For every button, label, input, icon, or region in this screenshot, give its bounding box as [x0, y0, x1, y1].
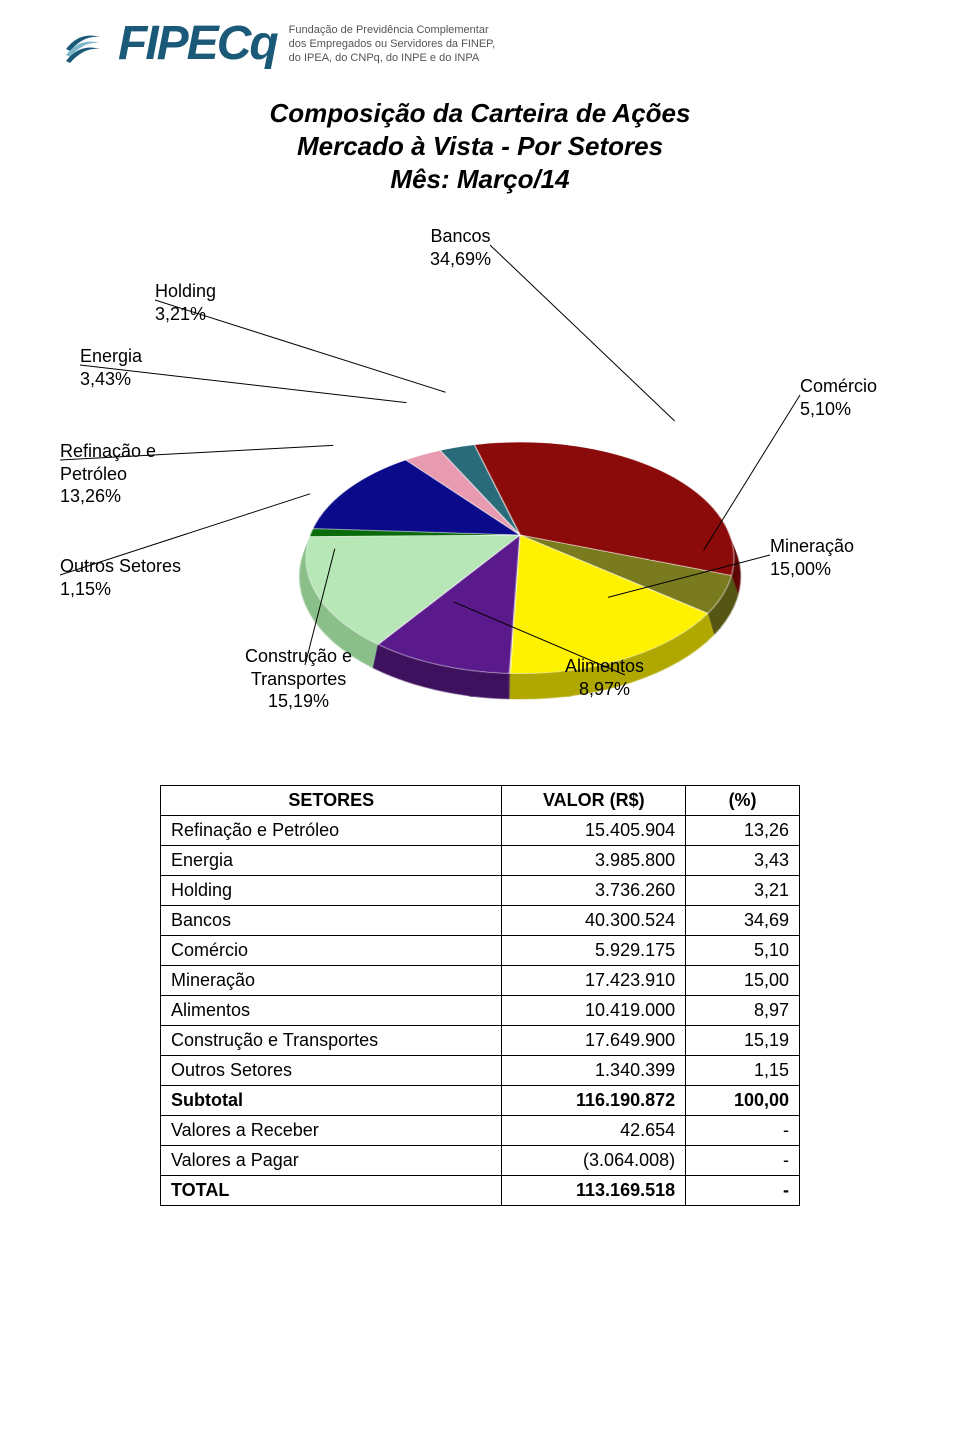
table-row-total: TOTAL113.169.518- [161, 1176, 800, 1206]
title-line-3: Mês: Março/14 [60, 164, 900, 195]
table-row: Bancos40.300.52434,69 [161, 906, 800, 936]
title-line-1: Composição da Carteira de Ações [60, 98, 900, 129]
col-header-valor: VALOR (R$) [502, 786, 686, 816]
pie-label-com-rcio: Comércio5,10% [800, 375, 877, 420]
table-row: Alimentos10.419.0008,97 [161, 996, 800, 1026]
title-block: Composição da Carteira de Ações Mercado … [60, 98, 900, 195]
table-row: Holding3.736.2603,21 [161, 876, 800, 906]
pie-label-constru-o-e-transportes: Construção eTransportes15,19% [245, 645, 352, 713]
table-row-subtotal: Subtotal116.190.872100,00 [161, 1086, 800, 1116]
logo-mark [60, 21, 106, 67]
document-page: FIPECq Fundação de Previdência Complemen… [0, 0, 960, 1246]
pie-label-holding: Holding3,21% [155, 280, 216, 325]
table-row: Outros Setores1.340.3991,15 [161, 1056, 800, 1086]
table-row: Energia3.985.8003,43 [161, 846, 800, 876]
logo-sub-line2: dos Empregados ou Servidores da FINEP, [289, 38, 495, 50]
table-row: Valores a Receber42.654- [161, 1116, 800, 1146]
logo-subtitle: Fundação de Previdência Complementar dos… [289, 23, 495, 66]
pie-chart: Bancos34,69% Comércio5,10% Mineração15,00%… [60, 225, 900, 745]
col-header-setores: SETORES [161, 786, 502, 816]
table-row: Mineração17.423.91015,00 [161, 966, 800, 996]
table-row: Construção e Transportes17.649.90015,19 [161, 1026, 800, 1056]
header-logo-row: FIPECq Fundação de Previdência Complemen… [60, 20, 900, 68]
col-header-pct: (%) [686, 786, 800, 816]
table-row: Refinação e Petróleo15.405.90413,26 [161, 816, 800, 846]
title-line-2: Mercado à Vista - Por Setores [60, 131, 900, 162]
pie-label-alimentos: Alimentos8,97% [565, 655, 644, 700]
sector-table: SETORES VALOR (R$) (%) Refinação e Petró… [160, 785, 800, 1206]
pie-label-outros-setores: Outros Setores1,15% [60, 555, 181, 600]
pie-3d-wrap [310, 325, 730, 745]
table-row: Valores a Pagar(3.064.008)- [161, 1146, 800, 1176]
pie-label-refina-o-e-petr-leo: Refinação ePetróleo13,26% [60, 440, 156, 508]
table-header-row: SETORES VALOR (R$) (%) [161, 786, 800, 816]
logo-wordmark: FIPECq [118, 20, 277, 68]
logo-sub-line1: Fundação de Previdência Complementar [289, 24, 489, 36]
pie-label-energia: Energia3,43% [80, 345, 142, 390]
pie-label-minera-o: Mineração15,00% [770, 535, 854, 580]
logo-sub-line3: do IPEA, do CNPq, do INPE e do INPA [289, 52, 480, 64]
pie-label-bancos: Bancos34,69% [430, 225, 491, 270]
table-row: Comércio5.929.1755,10 [161, 936, 800, 966]
